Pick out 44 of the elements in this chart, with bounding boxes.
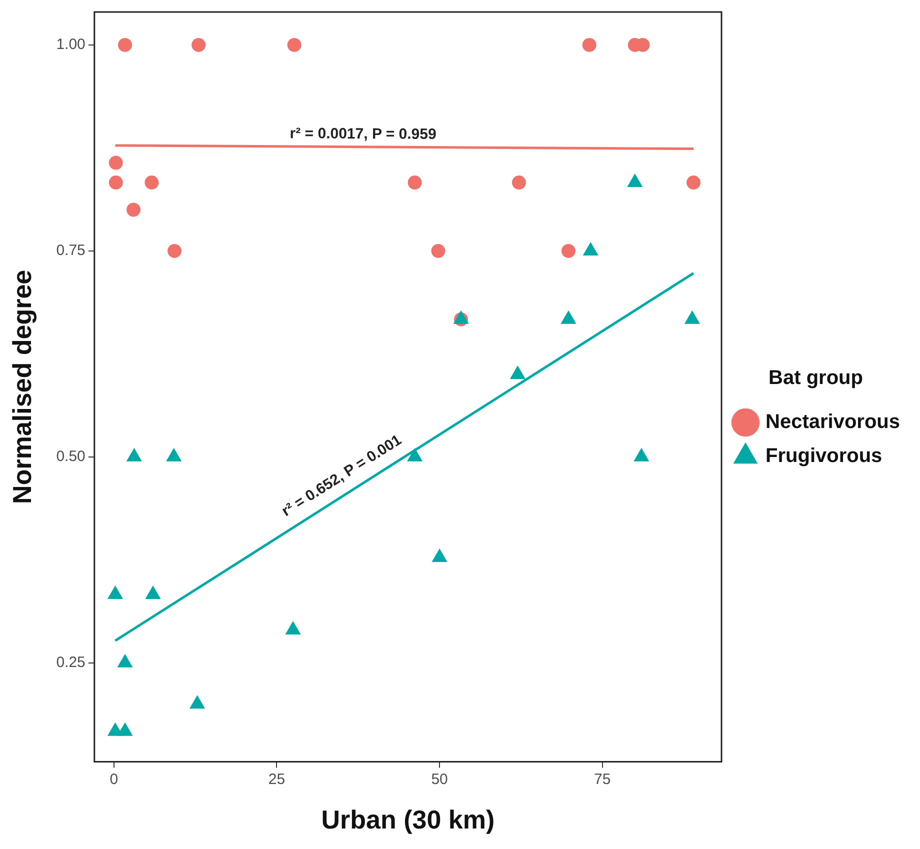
point <box>634 448 650 462</box>
point <box>118 38 132 52</box>
point <box>560 310 576 324</box>
point <box>684 310 700 324</box>
y-tick-label: 1.00 <box>56 36 86 54</box>
point <box>453 310 469 324</box>
point <box>144 176 159 190</box>
point <box>287 38 302 52</box>
point <box>192 38 206 52</box>
x-tick-label: 75 <box>594 770 611 788</box>
point <box>166 448 182 462</box>
point <box>108 156 123 170</box>
point <box>145 586 161 600</box>
point <box>126 448 142 462</box>
point <box>108 176 123 190</box>
legend-title: Bat group <box>768 367 863 390</box>
point <box>408 176 422 190</box>
point <box>627 174 643 188</box>
point <box>406 448 423 462</box>
point <box>582 38 596 52</box>
point <box>432 548 448 562</box>
annotation: r² = 0.0017, P = 0.959 <box>290 125 436 143</box>
y-axis-title: Normalised degree <box>6 270 37 504</box>
y-tick-label: 0.50 <box>56 448 86 466</box>
point <box>512 176 526 190</box>
y-tick-label: 0.25 <box>56 654 86 672</box>
point <box>107 586 124 600</box>
point <box>167 244 182 258</box>
point <box>561 244 576 258</box>
point <box>431 244 446 258</box>
x-axis-title: Urban (30 km) <box>321 804 495 835</box>
point <box>285 620 301 634</box>
x-tick-label: 50 <box>431 770 448 788</box>
point <box>686 176 701 190</box>
x-tick-label: 25 <box>268 770 286 788</box>
point <box>117 654 133 668</box>
point <box>510 366 526 380</box>
legend-label: Nectarivorous <box>766 411 900 434</box>
point <box>126 202 140 217</box>
point <box>117 722 133 736</box>
point <box>189 695 206 709</box>
legend-label: Frugivorous <box>766 445 882 468</box>
x-tick-label: 0 <box>110 770 118 788</box>
y-tick-label: 0.75 <box>56 242 86 260</box>
